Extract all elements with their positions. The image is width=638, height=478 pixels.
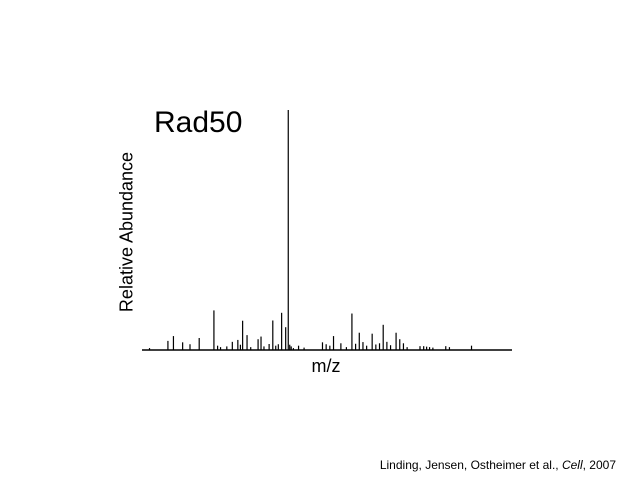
citation-journal: Cell bbox=[561, 458, 583, 472]
citation-year: , 2007 bbox=[582, 458, 616, 472]
spectrum-peaks bbox=[148, 110, 473, 350]
citation-authors: Linding, Jensen, Ostheimer et al., bbox=[379, 458, 559, 472]
chart-title: Rad50 bbox=[154, 106, 243, 139]
y-axis-label: Relative Abundance bbox=[116, 151, 137, 313]
x-axis-label: m/z bbox=[311, 356, 341, 376]
citation: Linding, Jensen, Ostheimer et al., Cell,… bbox=[380, 458, 616, 472]
